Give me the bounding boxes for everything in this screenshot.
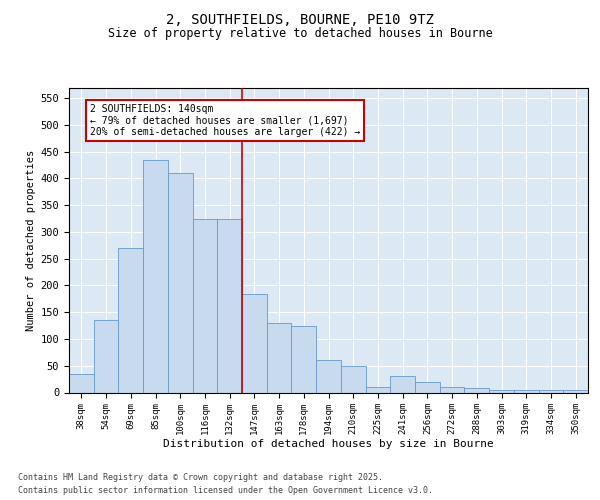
Bar bbox=[415, 382, 440, 392]
Bar bbox=[217, 218, 242, 392]
Bar bbox=[341, 366, 365, 392]
Bar bbox=[118, 248, 143, 392]
Bar bbox=[390, 376, 415, 392]
Bar bbox=[168, 173, 193, 392]
Y-axis label: Number of detached properties: Number of detached properties bbox=[26, 150, 37, 330]
Bar bbox=[563, 390, 588, 392]
Bar bbox=[489, 390, 514, 392]
Bar bbox=[292, 326, 316, 392]
Bar bbox=[464, 388, 489, 392]
Bar bbox=[365, 387, 390, 392]
Text: 2 SOUTHFIELDS: 140sqm
← 79% of detached houses are smaller (1,697)
20% of semi-d: 2 SOUTHFIELDS: 140sqm ← 79% of detached … bbox=[90, 104, 360, 137]
Bar bbox=[539, 390, 563, 392]
Bar bbox=[242, 294, 267, 392]
Text: 2, SOUTHFIELDS, BOURNE, PE10 9TZ: 2, SOUTHFIELDS, BOURNE, PE10 9TZ bbox=[166, 12, 434, 26]
Bar bbox=[94, 320, 118, 392]
Bar bbox=[316, 360, 341, 392]
Text: Contains HM Land Registry data © Crown copyright and database right 2025.
Contai: Contains HM Land Registry data © Crown c… bbox=[18, 474, 433, 495]
Bar bbox=[143, 160, 168, 392]
X-axis label: Distribution of detached houses by size in Bourne: Distribution of detached houses by size … bbox=[163, 438, 494, 448]
Bar bbox=[440, 387, 464, 392]
Bar bbox=[193, 218, 217, 392]
Text: Size of property relative to detached houses in Bourne: Size of property relative to detached ho… bbox=[107, 28, 493, 40]
Bar bbox=[267, 323, 292, 392]
Bar bbox=[69, 374, 94, 392]
Bar bbox=[514, 390, 539, 392]
